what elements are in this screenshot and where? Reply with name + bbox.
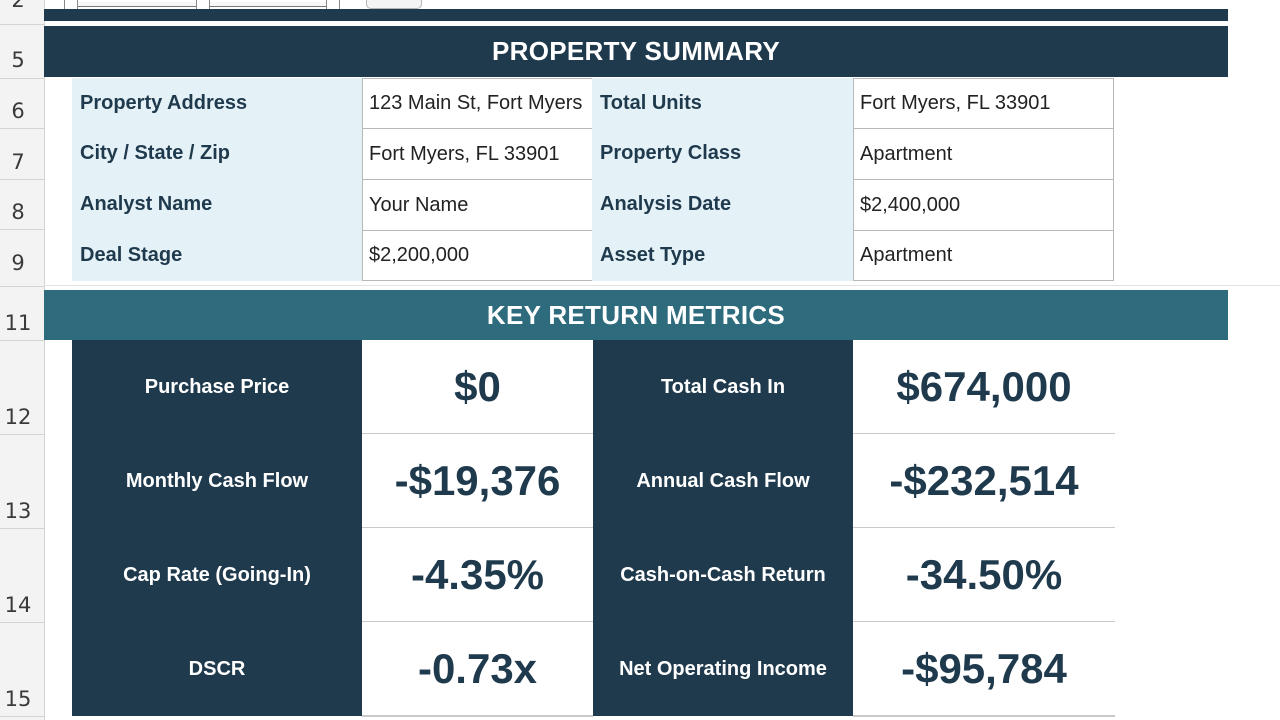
- row-number[interactable]: 13: [4, 499, 32, 523]
- property-class-label: Property Class: [592, 128, 853, 179]
- property-address-label: Property Address: [72, 78, 362, 128]
- row-number[interactable]: 9: [11, 251, 25, 275]
- cash-on-cash-return-value[interactable]: -34.50%: [853, 528, 1115, 623]
- property-address-value[interactable]: 123 Main St, Fort Myers: [362, 78, 594, 129]
- analysis-date-value[interactable]: $2,400,000: [853, 179, 1114, 231]
- row-number[interactable]: 12: [4, 405, 32, 429]
- row-number[interactable]: 2: [11, 0, 25, 12]
- property-class-value[interactable]: Apartment: [853, 128, 1114, 180]
- annual-cash-flow-value[interactable]: -$232,514: [853, 434, 1115, 529]
- asset-type-label: Asset Type: [592, 230, 853, 281]
- row-number[interactable]: 7: [11, 150, 25, 174]
- row-number[interactable]: 15: [4, 687, 32, 711]
- total-cash-in-label: Total Cash In: [593, 340, 853, 434]
- city-state-zip-label: City / State / Zip: [72, 128, 362, 179]
- dscr-label: DSCR: [72, 622, 362, 716]
- deal-stage-value[interactable]: $2,200,000: [362, 230, 594, 281]
- row-number[interactable]: 14: [4, 593, 32, 617]
- row-divider: [0, 716, 44, 717]
- row-number[interactable]: 6: [11, 99, 25, 123]
- annual-cash-flow-label: Annual Cash Flow: [593, 434, 853, 528]
- row-divider: [0, 528, 44, 529]
- row-divider: [0, 340, 44, 341]
- cash-on-cash-return-label: Cash-on-Cash Return: [593, 528, 853, 622]
- form-button[interactable]: [366, 0, 422, 9]
- row-number[interactable]: 8: [11, 200, 25, 224]
- total-units-value[interactable]: Fort Myers, FL 33901: [853, 78, 1114, 129]
- grid-line: [44, 285, 1280, 286]
- net-operating-income-value[interactable]: -$95,784: [853, 622, 1115, 717]
- row-divider: [0, 622, 44, 623]
- city-state-zip-value[interactable]: Fort Myers, FL 33901: [362, 128, 594, 180]
- row-header-column: 2 5 6 7 8 9 11 12 13 14 15: [0, 0, 45, 720]
- monthly-cash-flow-value[interactable]: -$19,376: [362, 434, 593, 529]
- key-return-metrics-header: KEY RETURN METRICS: [44, 290, 1228, 340]
- row-divider: [0, 286, 44, 287]
- analyst-name-label: Analyst Name: [72, 179, 362, 230]
- analysis-date-label: Analysis Date: [592, 179, 853, 230]
- deal-stage-label: Deal Stage: [72, 230, 362, 281]
- monthly-cash-flow-label: Monthly Cash Flow: [72, 434, 362, 528]
- purchase-price-value[interactable]: $0: [362, 340, 593, 435]
- top-dark-bar: [44, 9, 1228, 21]
- row-number[interactable]: 5: [11, 48, 25, 72]
- row-number[interactable]: 11: [4, 311, 32, 335]
- total-units-label: Total Units: [592, 78, 853, 128]
- total-cash-in-value[interactable]: $674,000: [853, 340, 1115, 435]
- row-divider: [0, 24, 44, 25]
- cap-rate-value[interactable]: -4.35%: [362, 528, 593, 623]
- net-operating-income-label: Net Operating Income: [593, 622, 853, 716]
- row-divider: [0, 229, 44, 230]
- analyst-name-value[interactable]: Your Name: [362, 179, 594, 231]
- row-divider: [0, 179, 44, 180]
- asset-type-value[interactable]: Apartment: [853, 230, 1114, 281]
- row-divider: [0, 434, 44, 435]
- row-divider: [0, 78, 44, 79]
- purchase-price-label: Purchase Price: [72, 340, 362, 434]
- row-divider: [0, 128, 44, 129]
- cap-rate-label: Cap Rate (Going-In): [72, 528, 362, 622]
- dscr-value[interactable]: -0.73x: [362, 622, 593, 717]
- property-summary-header: PROPERTY SUMMARY: [44, 26, 1228, 77]
